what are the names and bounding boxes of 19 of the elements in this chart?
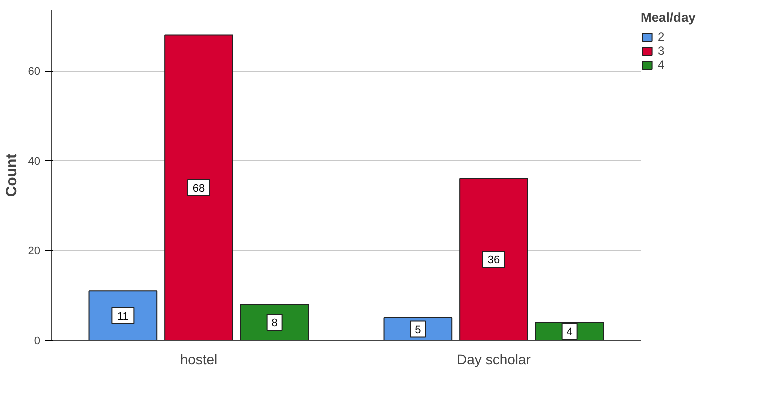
legend-title: Meal/day xyxy=(641,10,696,25)
data-label: 36 xyxy=(488,254,500,267)
y-tick-label: 40 xyxy=(28,156,41,168)
data-label: 4 xyxy=(566,326,573,339)
y-tick-label: 60 xyxy=(28,66,41,78)
data-label: 5 xyxy=(415,324,422,336)
y-tick-label: 20 xyxy=(28,246,41,258)
bar xyxy=(460,178,528,340)
x-tick-label: hostel xyxy=(180,352,218,368)
data-label: 11 xyxy=(117,310,129,323)
data-label: 8 xyxy=(272,318,278,330)
y-tick-label: 0 xyxy=(34,336,41,348)
legend-label: 4 xyxy=(658,58,666,72)
legend-label: 3 xyxy=(658,44,666,58)
legend-label: 2 xyxy=(658,30,666,44)
y-axis-title: Count xyxy=(3,154,20,198)
data-label: 68 xyxy=(192,182,206,195)
x-tick-label: Day scholar xyxy=(457,352,532,368)
bar xyxy=(164,34,234,340)
